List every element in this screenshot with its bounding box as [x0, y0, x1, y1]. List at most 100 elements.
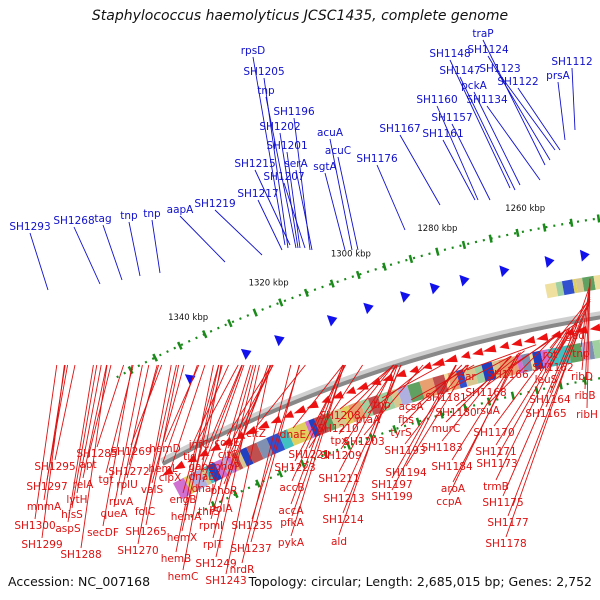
leader-line: [29, 232, 49, 291]
gene-arrow: [257, 420, 270, 429]
gene-label: tpx: [331, 435, 348, 447]
topology-text: Topology: circular; Length: 2,685,015 bp…: [248, 574, 592, 589]
leader-line: [283, 182, 306, 249]
leader-line: [212, 364, 257, 539]
leader-line: [441, 358, 509, 442]
leader-line: [252, 56, 286, 246]
leader-line: [557, 81, 566, 141]
gene-label: clpX: [159, 472, 182, 484]
cog-block: [278, 429, 295, 450]
leader-line: [126, 364, 158, 479]
gene-label: SH1171: [475, 446, 516, 458]
cog-block: [407, 381, 425, 403]
leader-line: [41, 364, 65, 539]
figure-title: Staphylococcus haemolyticus JCSC1435, co…: [91, 8, 509, 24]
gene-label: acuC: [325, 145, 351, 157]
leader-line: [507, 321, 579, 369]
feature-arrow: [240, 348, 252, 360]
gene-label: SH1243: [205, 575, 246, 587]
gene-label: hemB: [161, 553, 192, 565]
gene-label: SH1147: [439, 65, 480, 77]
gene-label: tig: [183, 451, 197, 463]
cog-block: [214, 459, 229, 479]
kbp-tick: [596, 214, 600, 223]
gene-label: aroA: [441, 483, 466, 495]
leader-line: [391, 364, 457, 491]
leader-line: [399, 134, 441, 206]
kbp-tick: [345, 441, 352, 450]
gene-arrow: [270, 415, 282, 424]
gene-label: SH1178: [485, 538, 526, 550]
gene-label: thrS: [198, 506, 220, 518]
leader-line: [486, 105, 541, 181]
gene-label: infC: [189, 439, 210, 451]
leader-line: [466, 344, 537, 371]
leader-line: [517, 87, 561, 151]
gene-label: SH1183: [421, 442, 462, 454]
leader-line: [549, 298, 591, 349]
gene-label: rplT: [203, 539, 224, 551]
gene-arrow: [431, 358, 445, 366]
leader-line: [265, 96, 297, 249]
gene-label: pfkA: [280, 517, 304, 529]
leader-line: [381, 364, 443, 399]
gene-label: SH1181: [425, 392, 466, 404]
gene-label: rot: [543, 349, 558, 361]
gene-label: SH1122: [497, 76, 538, 88]
blue-feature-track: [184, 249, 590, 386]
leader-line: [571, 67, 576, 131]
gene-label: gapB: [189, 461, 216, 473]
gene-label: engB: [170, 494, 197, 506]
gene-arrow: [536, 333, 549, 341]
gene-label: dar: [458, 371, 476, 383]
leader-line: [175, 364, 214, 553]
cog-block: [582, 275, 596, 292]
gene-label: lytH: [66, 494, 87, 506]
leader-line: [451, 123, 491, 201]
leader-line: [214, 209, 263, 256]
leader-line: [451, 352, 520, 461]
gene-label: SH1202: [259, 121, 300, 133]
gene-label: SH1162: [532, 362, 573, 374]
leader-line: [410, 364, 475, 401]
leader-line: [145, 364, 180, 526]
cog-block: [397, 385, 413, 406]
gene-label: acsA: [399, 401, 425, 413]
gene-label: ald: [331, 536, 347, 548]
kbp-tick: [461, 240, 467, 250]
feature-arrow: [400, 291, 411, 303]
kbp-tick: [415, 417, 421, 426]
kbp-tick: [277, 469, 284, 478]
gene-label: SH1293: [9, 221, 50, 233]
cog-block: [206, 462, 223, 483]
gene-label: hemD: [149, 443, 180, 455]
gene-label: SH1295: [34, 461, 75, 473]
kbp-label: 1260 kbp: [505, 204, 545, 214]
gene-label: SH1214: [322, 514, 364, 526]
gene-label: SH1176: [356, 153, 398, 165]
leader-line: [286, 151, 301, 249]
gene-label: SH1299: [21, 539, 62, 551]
cog-block: [561, 279, 575, 296]
leader-line: [343, 364, 402, 493]
cog-block: [287, 426, 301, 446]
gene-label: hemA: [171, 511, 202, 523]
leader-line: [80, 364, 108, 549]
gene-label: rsuA: [476, 405, 500, 417]
feature-arrow: [429, 282, 440, 295]
leader-line: [144, 364, 177, 506]
gene-label: hemX: [167, 532, 198, 544]
gene-label: tnp: [572, 348, 590, 360]
leader-line: [485, 333, 558, 387]
leader-line: [405, 364, 469, 467]
kbp-tick: [227, 318, 233, 328]
leader-line: [445, 355, 512, 392]
leader-line: [324, 172, 346, 251]
feature-arrow: [579, 249, 590, 262]
gene-label: SH1265: [125, 526, 166, 538]
gene-arrow: [499, 341, 510, 350]
gene-label: SH1211: [318, 473, 359, 485]
leader-line: [337, 364, 394, 423]
cog-block: [235, 450, 248, 469]
gene-label: SH1165: [525, 408, 566, 420]
